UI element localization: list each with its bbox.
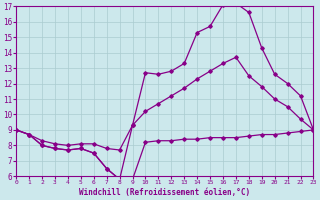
X-axis label: Windchill (Refroidissement éolien,°C): Windchill (Refroidissement éolien,°C)	[79, 188, 250, 197]
